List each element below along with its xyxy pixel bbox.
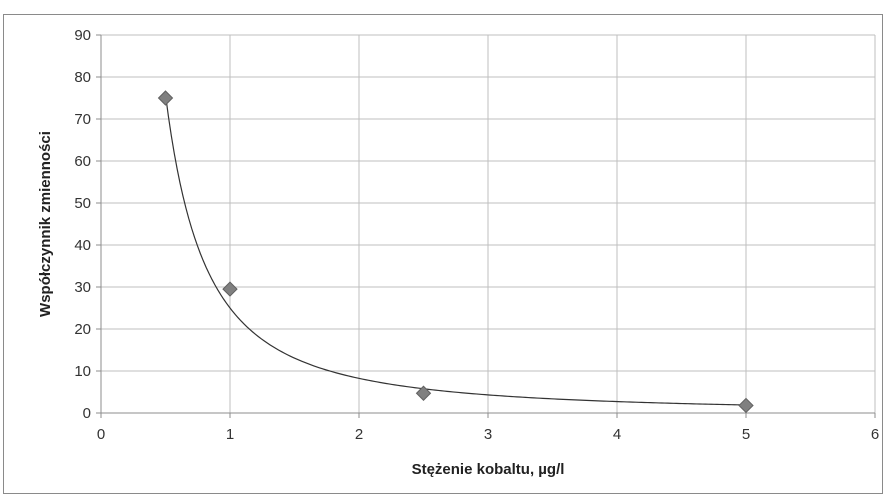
- y-tick-label: 60: [74, 153, 91, 170]
- chart-frame: [3, 14, 883, 494]
- y-tick-label: 80: [74, 69, 91, 86]
- x-tick-label: 1: [226, 426, 234, 443]
- data-point: [738, 397, 754, 414]
- x-tick-label: 2: [355, 426, 363, 443]
- x-tick-label: 5: [742, 426, 750, 443]
- y-axis-title: Współczynnik zmienności: [37, 131, 54, 317]
- y-tick-label: 0: [83, 405, 91, 422]
- y-tick-label: 20: [74, 321, 91, 338]
- gridlines: [101, 34, 876, 413]
- y-tick-label: 50: [74, 195, 91, 212]
- x-tick-label: 4: [613, 426, 621, 443]
- y-tick-label: 70: [74, 111, 91, 128]
- x-axis-title: Stężenie kobaltu, µg/l: [412, 461, 565, 478]
- y-tick-label: 90: [74, 27, 91, 44]
- x-tick-label: 0: [97, 426, 105, 443]
- data-point: [222, 281, 238, 297]
- y-tick-label: 10: [74, 363, 91, 380]
- trendline: [164, 94, 747, 406]
- x-tick-label: 6: [871, 426, 879, 443]
- axes: [96, 34, 876, 418]
- tick-labels: 0 10 20 30 40 50 60 70 80 90 0 1 2 3 4 5 6: [74, 27, 879, 443]
- y-tick-label: 30: [74, 279, 91, 296]
- data-point: [157, 90, 174, 106]
- data-point: [415, 385, 432, 401]
- x-tick-label: 3: [484, 426, 492, 443]
- y-tick-label: 40: [74, 237, 91, 254]
- trendline-group: [164, 94, 747, 406]
- data-points: [157, 90, 754, 414]
